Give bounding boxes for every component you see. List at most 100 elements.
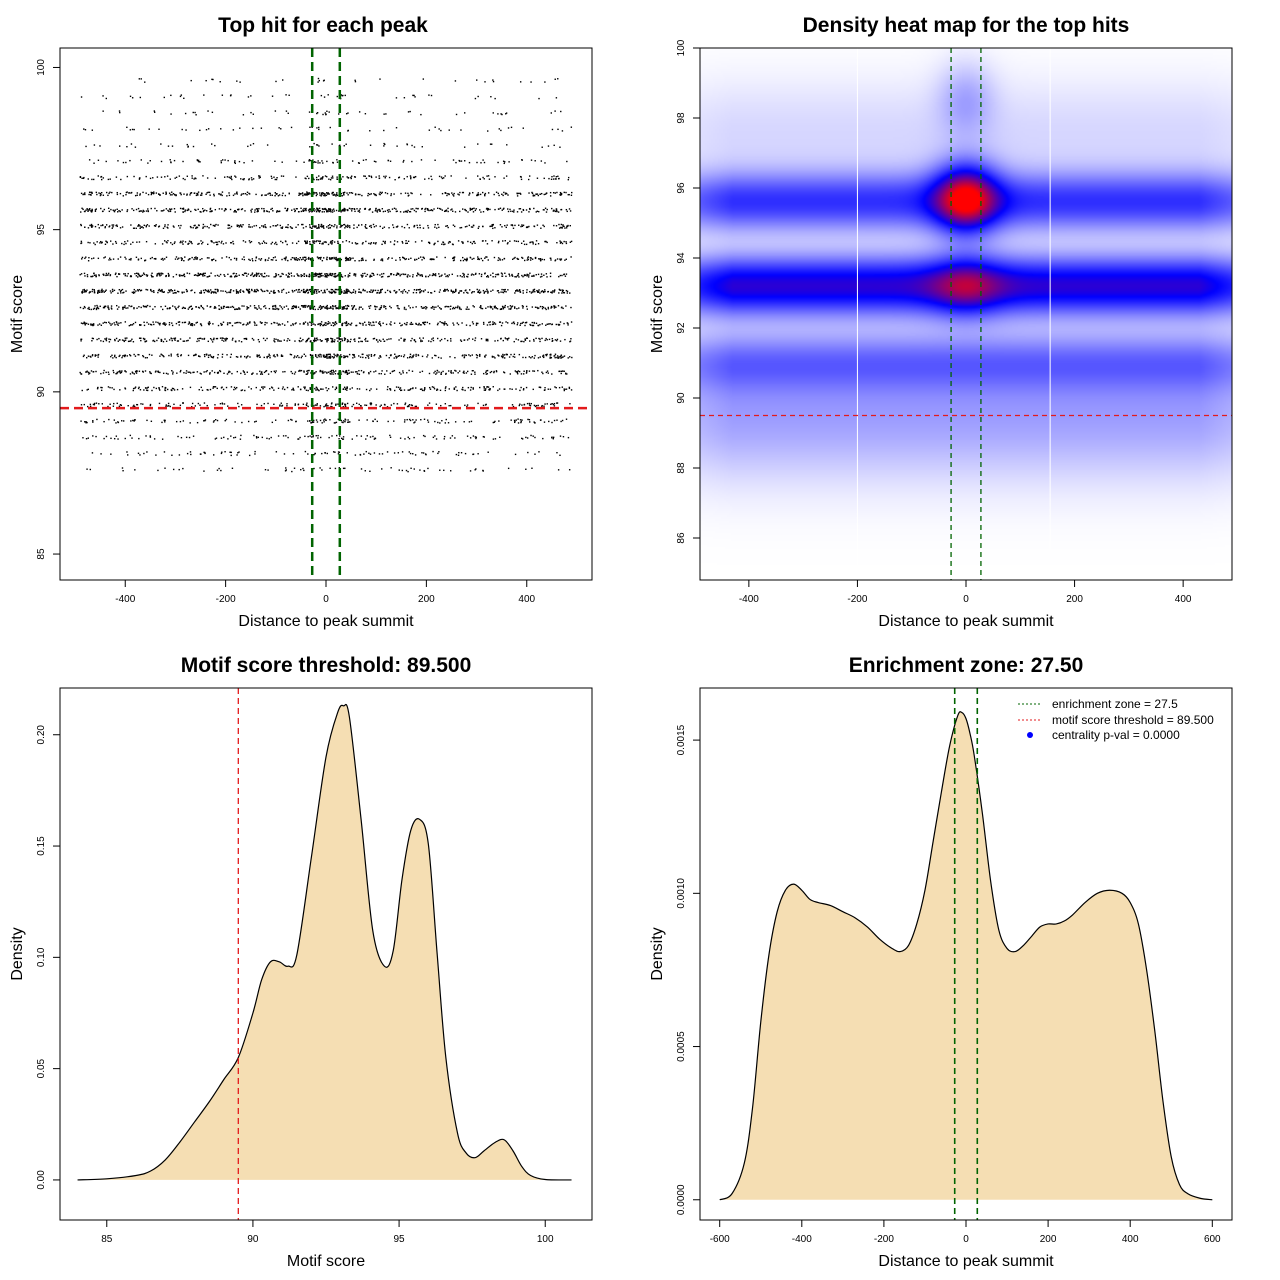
scatter-point <box>458 370 461 372</box>
scatter-point <box>386 451 389 453</box>
scatter-point <box>108 192 110 195</box>
scatter-point <box>337 403 339 405</box>
scatter-point <box>274 371 277 374</box>
scatter-point <box>470 420 473 423</box>
scatter-point <box>98 337 100 340</box>
scatter-point <box>526 402 529 405</box>
scatter-point <box>326 288 328 291</box>
scatter-point <box>113 289 116 292</box>
scatter-point <box>263 272 266 275</box>
scatter-point <box>264 339 267 342</box>
scatter-point <box>525 243 528 246</box>
scatter-point <box>420 290 423 292</box>
scatter-point <box>275 338 277 341</box>
scatter-point <box>465 354 468 357</box>
scatter-point <box>553 405 556 407</box>
scatter-point <box>312 226 314 228</box>
scatter-point <box>327 338 329 340</box>
scatter-point <box>532 388 534 391</box>
scatter-point <box>169 194 172 196</box>
scatter-point <box>427 354 429 356</box>
scatter-point <box>307 324 309 326</box>
scatter-point <box>490 306 492 309</box>
scatter-point <box>505 226 507 229</box>
scatter-point <box>145 389 148 391</box>
scatter-point <box>520 386 522 389</box>
scatter-point <box>441 321 443 324</box>
scatter-point <box>207 243 209 246</box>
scatter-point <box>157 370 159 372</box>
scatter-point <box>145 274 147 276</box>
scatter-point <box>368 372 370 375</box>
scatter-point <box>109 322 111 325</box>
scatter-point <box>312 308 314 310</box>
scatter-point <box>115 422 117 424</box>
scatter-point <box>256 289 259 291</box>
scatter-point <box>465 258 467 261</box>
scatter-point <box>80 223 82 226</box>
scatter-point <box>173 289 176 292</box>
scatter-point <box>179 241 181 244</box>
scatter-point <box>362 288 365 291</box>
scatter-point <box>301 223 303 226</box>
scatter-point <box>218 193 220 195</box>
scatter-point <box>153 224 156 227</box>
scatter-point <box>225 339 227 342</box>
scatter-point <box>325 387 327 389</box>
scatter-point <box>321 452 323 455</box>
scatter-point <box>364 289 366 292</box>
scatter-point <box>277 290 280 292</box>
scatter-point <box>85 322 88 325</box>
scatter-point <box>295 208 298 210</box>
scatter-point <box>274 291 276 294</box>
scatter-point <box>306 194 308 196</box>
scatter-point <box>476 356 478 359</box>
scatter-point <box>261 275 263 277</box>
scatter-point <box>322 225 325 227</box>
scatter-point <box>185 370 188 372</box>
scatter-point <box>305 339 308 342</box>
scatter-point <box>319 274 321 276</box>
scatter-point <box>537 369 539 372</box>
scatter-point <box>79 273 81 276</box>
scatter-point <box>401 292 404 294</box>
scatter-point <box>300 305 303 307</box>
scatter-point <box>443 469 445 472</box>
scatter-point <box>192 227 194 229</box>
scatter-point <box>486 288 488 291</box>
scatter-point <box>275 370 277 372</box>
scatter-point <box>352 257 354 259</box>
scatter-point <box>321 306 324 308</box>
scatter-point <box>353 305 356 307</box>
scatter-point <box>196 321 199 324</box>
scatter-point <box>161 288 163 291</box>
scatter-point <box>550 305 553 308</box>
scatter-point <box>260 322 263 324</box>
scatter-point <box>358 306 361 308</box>
scatter-point <box>80 373 83 375</box>
scatter-point <box>536 224 539 226</box>
scatter-point <box>507 338 509 340</box>
scatter-point <box>333 210 335 212</box>
scatter-point <box>344 403 346 405</box>
scatter-point <box>284 388 286 391</box>
scatter-point <box>369 208 371 210</box>
scatter-point <box>285 435 287 437</box>
scatter-point <box>183 274 185 276</box>
scatter-point <box>392 226 395 229</box>
scatter-point <box>562 225 564 227</box>
scatter-point <box>117 324 119 326</box>
scatter-point <box>326 256 328 259</box>
scatter-point <box>220 452 223 455</box>
scatter-point <box>348 372 351 374</box>
scatter-point <box>399 389 402 392</box>
scatter-point <box>527 451 529 454</box>
scatter-point <box>217 353 219 356</box>
scatter-point <box>290 258 292 261</box>
scatter-point <box>230 276 233 278</box>
scatter-point <box>251 289 253 292</box>
scatter-point <box>231 324 234 327</box>
scatter-point <box>427 421 430 423</box>
scatter-point <box>451 192 453 194</box>
scatter-point <box>557 305 560 307</box>
